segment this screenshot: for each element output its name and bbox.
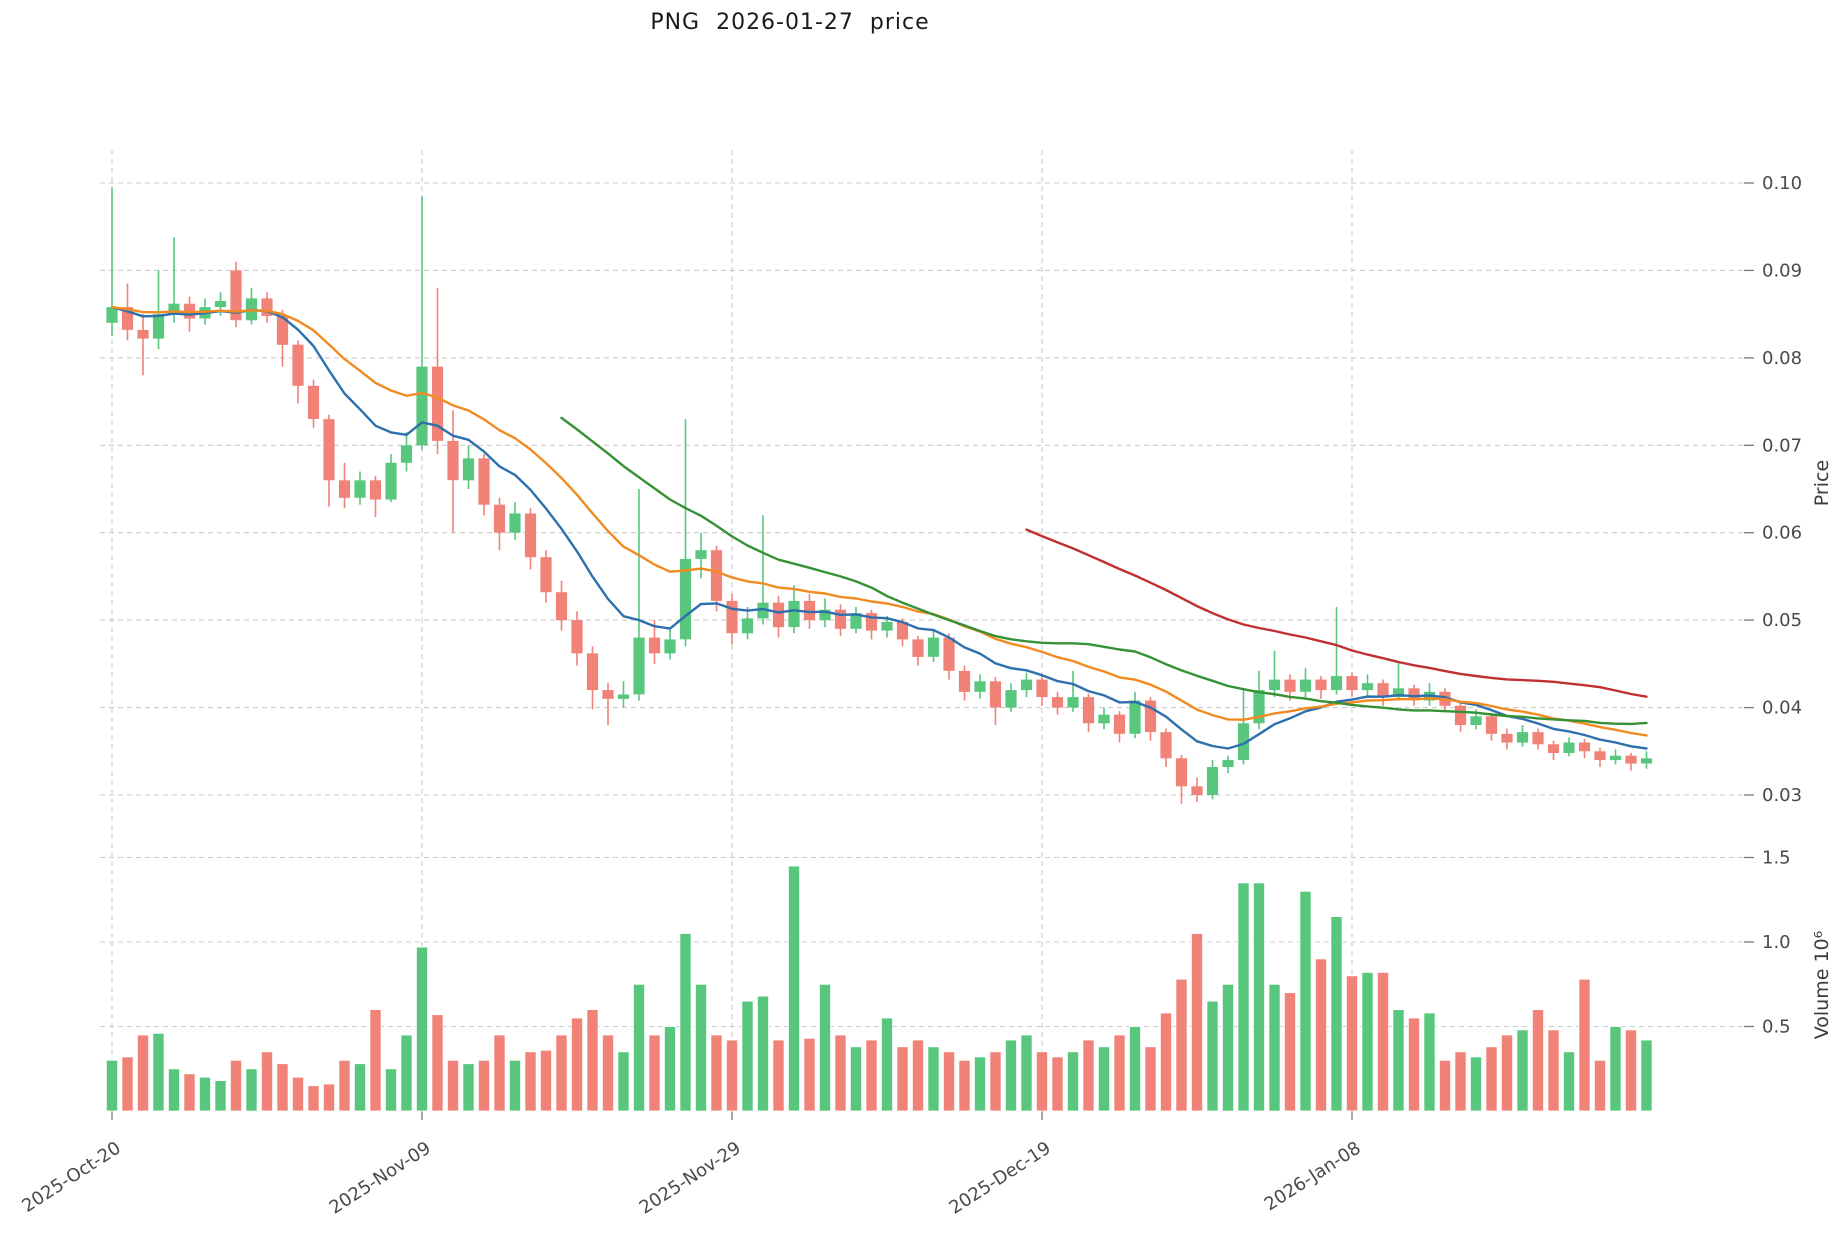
svg-text:2025-Oct-20: 2025-Oct-20	[18, 1138, 124, 1217]
svg-text:0.5: 0.5	[1762, 1017, 1791, 1038]
svg-text:0.09: 0.09	[1762, 260, 1802, 281]
svg-text:0.10: 0.10	[1762, 173, 1802, 194]
svg-text:0.03: 0.03	[1762, 785, 1802, 806]
chart-title: PNG 2026-01-27 price	[650, 10, 930, 35]
svg-text:0.05: 0.05	[1762, 610, 1802, 631]
svg-text:2026-Jan-08: 2026-Jan-08	[1261, 1138, 1365, 1216]
svg-text:0.07: 0.07	[1762, 435, 1802, 456]
svg-text:2025-Nov-09: 2025-Nov-09	[326, 1138, 435, 1219]
svg-text:0.08: 0.08	[1762, 348, 1802, 369]
svg-text:1.0: 1.0	[1762, 932, 1791, 953]
svg-text:2025-Nov-29: 2025-Nov-29	[636, 1138, 745, 1219]
svg-text:2025-Dec-19: 2025-Dec-19	[946, 1138, 1055, 1219]
svg-text:1.5: 1.5	[1762, 848, 1791, 869]
svg-text:0.06: 0.06	[1762, 523, 1802, 544]
svg-text:0.04: 0.04	[1762, 698, 1802, 719]
